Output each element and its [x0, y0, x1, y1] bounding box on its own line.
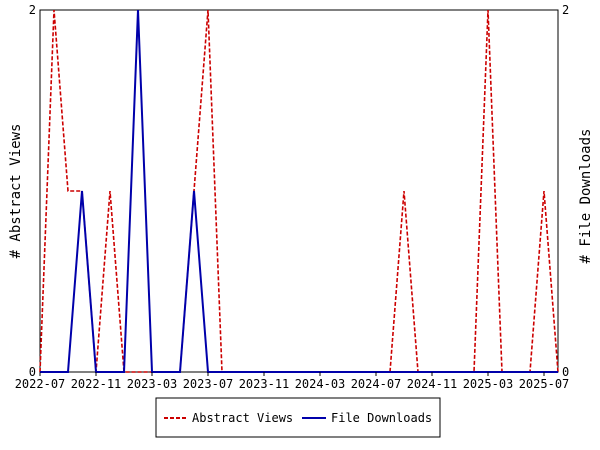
- y-right-tick-label: 0: [562, 365, 569, 379]
- x-tick-label: 2024-07: [351, 377, 402, 391]
- y-right-tick-label: 2: [562, 3, 569, 17]
- y-axis-left-title: # Abstract Views: [8, 124, 24, 259]
- y-left-tick-label: 2: [29, 3, 36, 17]
- x-tick-label: 2023-07: [183, 377, 234, 391]
- x-tick-label: 2025-07: [519, 377, 570, 391]
- x-tick-label: 2022-07: [15, 377, 66, 391]
- y-left-tick-label: 0: [29, 365, 36, 379]
- legend-box: [155, 397, 441, 438]
- legend: Abstract Views File Downloads: [155, 397, 441, 438]
- x-tick-label: 2025-03: [463, 377, 514, 391]
- plot-area: [39, 9, 559, 373]
- x-tick-label: 2023-11: [239, 377, 290, 391]
- y-axis-ticks: 0 2 0 2: [29, 3, 569, 379]
- series-line-file-downloads: [40, 9, 558, 373]
- x-tick-label: 2024-03: [295, 377, 346, 391]
- x-axis-ticks: 2022-07 2022-11 2023-03 2023-07 2023-11 2024-…: [15, 372, 570, 391]
- legend-label-file-downloads: File Downloads: [331, 411, 432, 425]
- legend-label-abstract-views: Abstract Views: [192, 411, 293, 425]
- x-tick-label: 2024-11: [407, 377, 458, 391]
- x-tick-label: 2022-11: [71, 377, 122, 391]
- y-axis-right-title: # File Downloads: [578, 129, 594, 264]
- x-tick-label: 2023-03: [127, 377, 178, 391]
- series-layer: [39, 9, 559, 373]
